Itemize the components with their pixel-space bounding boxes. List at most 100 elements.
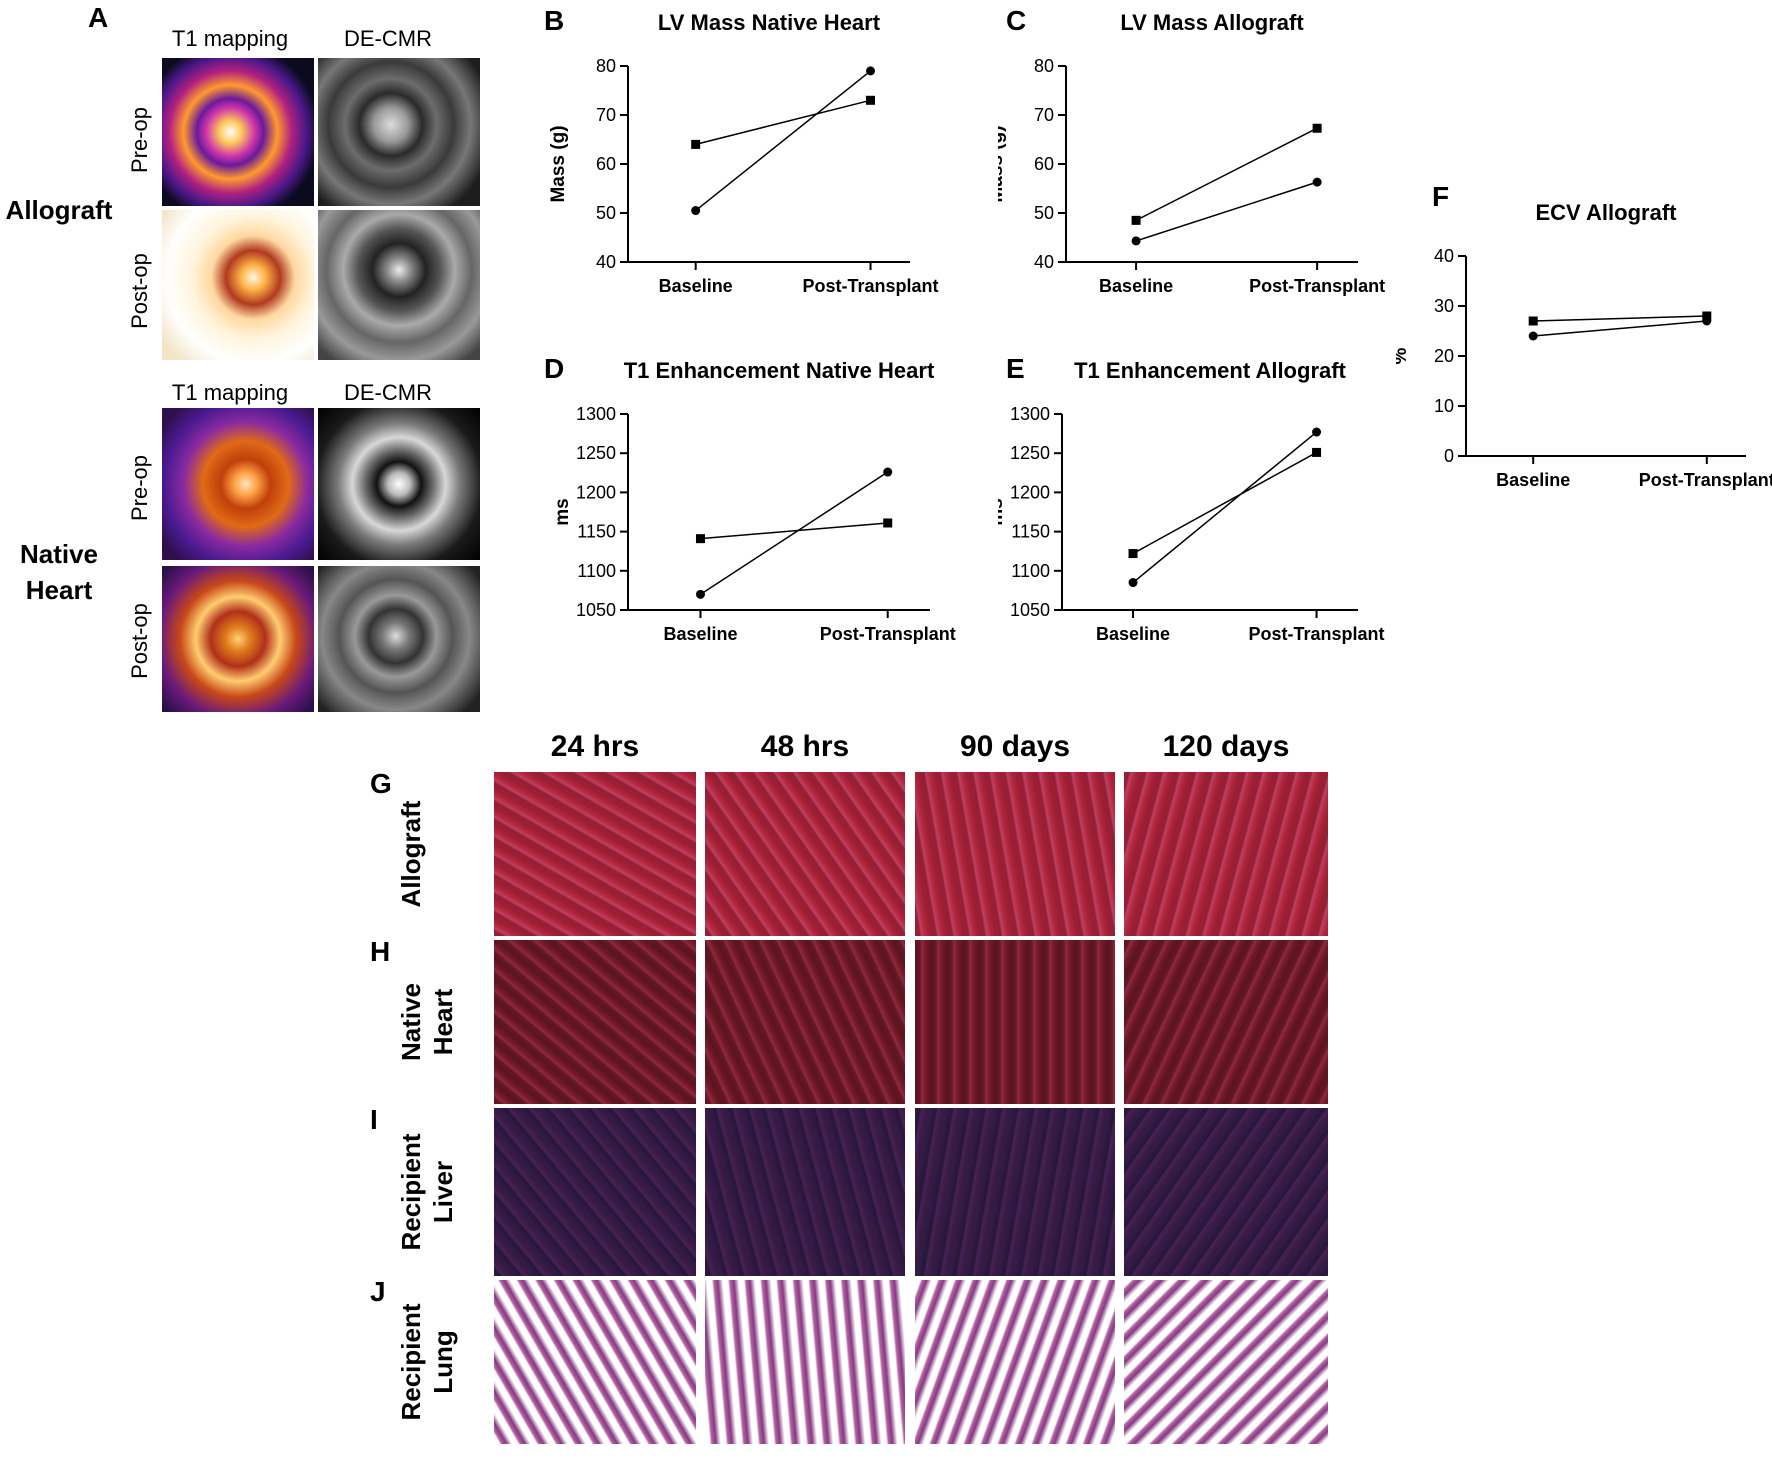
t1-mapping-header-top: T1 mapping	[171, 26, 289, 51]
y-tick-label: 50	[1034, 203, 1054, 223]
series-line-1	[1132, 451, 1317, 555]
histology-row-label-line1: Recipient	[396, 1133, 426, 1251]
group-label-allograft: Allograft	[5, 195, 113, 225]
mri-decmr-allograft-post-op	[318, 210, 480, 360]
group-label-native-heart: Native Heart	[19, 539, 99, 605]
data-point-circle	[1528, 331, 1538, 341]
y-tick-label: 60	[596, 154, 616, 174]
y-axis-label: ms	[552, 498, 573, 525]
y-tick-label: 1050	[1010, 600, 1050, 620]
series-line-2	[695, 70, 871, 212]
chart-c: C LV Mass Allograft 40 50 60 70 80 Baseline Post…	[998, 5, 1385, 296]
histology-row-label-line1: Allograft	[396, 800, 426, 908]
y-tick-label: 20	[1434, 346, 1454, 366]
y-tick-label: 1050	[576, 600, 616, 620]
histology-image	[705, 940, 905, 1104]
data-point-square	[1312, 447, 1322, 457]
row-label-pre-op-top: Pre-op	[127, 106, 152, 174]
y-tick-label: 70	[1034, 105, 1054, 125]
data-point-circle	[883, 467, 893, 477]
histology-image	[494, 1108, 696, 1276]
series-line-1	[1135, 127, 1318, 222]
panel-letter-c: C	[1006, 5, 1026, 36]
histology-column-header: 90 days	[959, 730, 1071, 763]
x-tick-label: Baseline	[663, 624, 737, 644]
y-tick-label: 1150	[1011, 522, 1050, 542]
histology-column-header: 120 days	[1162, 730, 1290, 763]
histology-image	[915, 1280, 1115, 1444]
y-tick-label: 1200	[1010, 482, 1050, 502]
histology-row-label-line2: Liver	[428, 1160, 458, 1224]
histology-row-label: Recipient Lung	[395, 1262, 465, 1462]
row-label-post-op-top: Post-op	[127, 253, 152, 329]
data-point-square	[1131, 215, 1141, 225]
x-tick-label: Post-Transplant	[820, 624, 956, 644]
y-tick-label: 70	[596, 105, 616, 125]
y-axis-label: %	[1396, 347, 1411, 364]
histology-image	[1124, 940, 1328, 1104]
chart-title: LV Mass Native Heart	[658, 10, 881, 35]
y-tick-label: 1150	[577, 522, 616, 542]
histology-row-label-line2: Heart	[428, 988, 458, 1056]
histology-image	[705, 1280, 905, 1444]
y-tick-label: 1300	[576, 404, 616, 424]
data-point-square	[1702, 311, 1712, 321]
de-cmr-header-top: DE-CMR	[344, 26, 432, 51]
y-tick-label: 1100	[1011, 561, 1050, 581]
mri-t1-allograft-post-op	[162, 210, 314, 360]
data-point-square	[1128, 549, 1138, 559]
de-cmr-header-bottom: DE-CMR	[344, 380, 432, 405]
y-tick-label: 1300	[1010, 404, 1050, 424]
y-axis-label: ms	[998, 498, 1007, 525]
data-point-circle	[691, 206, 701, 216]
data-point-circle	[1128, 578, 1138, 588]
mri-decmr-allograft-pre-op	[318, 58, 480, 206]
histology-row-label-line2: Lung	[428, 1330, 458, 1394]
histology-column-header: 48 hrs	[760, 730, 850, 763]
x-tick-label: Baseline	[1096, 624, 1170, 644]
series-line-1	[1533, 315, 1707, 322]
y-tick-label: 40	[1434, 246, 1454, 266]
mri-t1-native-pre-op	[162, 408, 314, 560]
histology-image	[494, 772, 696, 936]
y-tick-label: 30	[1434, 296, 1454, 316]
histology-image	[915, 772, 1115, 936]
data-point-square	[695, 534, 705, 544]
y-tick-label: 80	[596, 56, 616, 76]
mri-t1-native-post-op	[162, 566, 314, 712]
y-tick-label: 1250	[576, 443, 616, 463]
y-axis-label: Mass (g)	[998, 125, 1007, 202]
histology-image	[915, 940, 1115, 1104]
panel-letter-j: J	[370, 1276, 386, 1307]
panel-letter-b: B	[544, 5, 564, 36]
y-tick-label: 80	[1034, 56, 1054, 76]
series-line-2	[1533, 320, 1707, 337]
chart-title: ECV Allograft	[1536, 200, 1678, 225]
histology-image	[1124, 1108, 1328, 1276]
panel-letter-f: F	[1432, 181, 1449, 212]
histology-image	[705, 772, 905, 936]
histology-image	[494, 940, 696, 1104]
x-tick-label: Baseline	[1099, 276, 1173, 296]
histology-image	[1124, 772, 1328, 936]
chart-title: T1 Enhancement Native Heart	[624, 358, 935, 383]
data-point-square	[883, 518, 893, 528]
data-point-square	[866, 95, 876, 105]
mri-t1-allograft-pre-op	[162, 58, 314, 206]
series-line-1	[695, 99, 871, 146]
x-tick-label: Post-Transplant	[1249, 276, 1385, 296]
y-tick-label: 50	[596, 203, 616, 223]
data-point-circle	[695, 589, 705, 599]
y-axis-label: Mass (g)	[548, 125, 569, 202]
y-tick-label: 1250	[1010, 443, 1050, 463]
chart-e: E T1 Enhancement Allograft 1050 1100 1150 120…	[998, 353, 1385, 644]
panel-letter-a: A	[88, 2, 109, 33]
y-tick-label: 40	[596, 252, 616, 272]
mri-decmr-native-post-op	[318, 566, 480, 712]
histology-row-label-line1: Recipient	[396, 1303, 426, 1421]
chart-title: LV Mass Allograft	[1120, 10, 1304, 35]
y-tick-label: 60	[1034, 154, 1054, 174]
series-line-2	[1135, 181, 1318, 242]
series-line-2	[700, 471, 889, 595]
series-line-1	[700, 522, 888, 540]
